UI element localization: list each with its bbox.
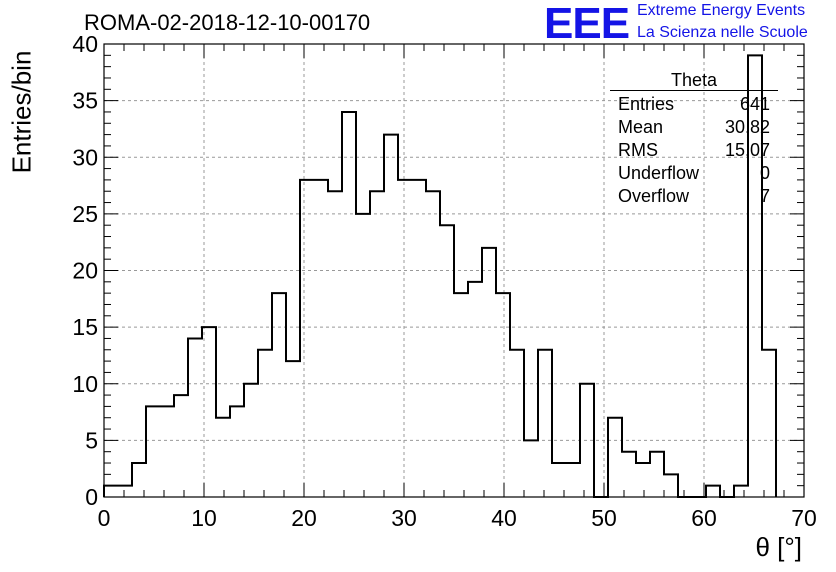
histogram-bin — [454, 293, 468, 497]
x-tick-label: 60 — [691, 505, 717, 531]
histogram-bin — [342, 112, 356, 497]
stats-value: 0 — [759, 163, 770, 183]
logo-line-1: Extreme Energy Events — [637, 2, 806, 19]
y-tick-label: 25 — [72, 201, 98, 227]
stats-value: 30.82 — [724, 117, 770, 137]
histogram-bin — [482, 248, 496, 497]
histogram-bin — [118, 486, 132, 497]
histogram-bin — [272, 293, 286, 497]
histogram-bin — [426, 191, 440, 497]
x-tick-label: 20 — [291, 505, 317, 531]
histogram-bin — [636, 463, 650, 497]
histogram-bin — [510, 350, 524, 497]
histogram-bin — [608, 418, 622, 497]
histogram-bin — [384, 135, 398, 497]
stats-title: Theta — [670, 70, 718, 90]
x-tick-label: 30 — [391, 505, 417, 531]
x-tick-label: 10 — [191, 505, 217, 531]
logo-line-2: La Scienza nelle Scuole — [637, 24, 808, 41]
histogram-bin — [104, 486, 118, 497]
stats-value: 641 — [739, 94, 770, 114]
stats-label: Underflow — [618, 163, 700, 183]
histogram-bin — [300, 180, 314, 497]
stats-row-underflow: Underflow 0 — [610, 162, 778, 185]
stats-row-rms: RMS 15.07 — [610, 139, 778, 162]
histogram-bin — [286, 361, 300, 497]
eee-logo: EEE — [544, 0, 630, 48]
y-tick-label: 30 — [72, 144, 98, 170]
histogram-bin — [412, 180, 426, 497]
y-tick-label: 5 — [85, 427, 98, 453]
histogram-bin — [230, 406, 244, 497]
stats-value: 7 — [759, 186, 770, 206]
histogram-bin — [440, 225, 454, 497]
y-axis-label: Entries/bin — [6, 50, 37, 174]
stats-divider — [610, 90, 778, 91]
y-tick-label: 0 — [85, 484, 98, 510]
histogram-bin — [524, 440, 538, 497]
stats-label: Mean — [618, 117, 664, 137]
x-axis-label: θ [°] — [755, 532, 802, 562]
histogram-bin — [356, 214, 370, 497]
x-tick-label: 70 — [791, 505, 817, 531]
y-tick-label: 10 — [72, 371, 98, 397]
histogram-bin — [216, 418, 230, 497]
x-tick-label: 0 — [98, 505, 111, 531]
histogram-bin — [496, 293, 510, 497]
histogram-bin — [566, 463, 580, 497]
histogram-bin — [706, 486, 720, 497]
histogram-bin — [398, 180, 412, 497]
histogram-bin — [258, 350, 272, 497]
x-tick-label: 40 — [491, 505, 517, 531]
stats-row-mean: Mean 30.82 — [610, 116, 778, 139]
histogram-bin — [468, 282, 482, 497]
histogram-bin — [188, 338, 202, 497]
histogram-bin — [328, 191, 342, 497]
y-tick-label: 40 — [72, 31, 98, 57]
stats-value: 15.07 — [724, 140, 770, 160]
histogram-bin — [314, 180, 328, 497]
stats-row-overflow: Overflow 7 — [610, 185, 778, 208]
histogram-bin — [762, 350, 776, 497]
histogram-outline — [103, 54, 777, 498]
y-tick-label: 20 — [72, 258, 98, 284]
histogram-bin — [664, 474, 678, 497]
run-title: ROMA-02-2018-12-10-00170 — [84, 10, 371, 35]
histogram-bin — [174, 395, 188, 497]
stats-label: Overflow — [618, 186, 690, 206]
stats-box: Theta Entries 641 Mean 30.82 RMS 15.07 U… — [610, 70, 778, 208]
y-tick-label: 35 — [72, 88, 98, 114]
stats-label: Entries — [618, 94, 675, 114]
y-tick-label: 15 — [72, 314, 98, 340]
histogram-bin — [538, 350, 552, 497]
histogram-bin — [146, 406, 160, 497]
histogram-bin — [160, 406, 174, 497]
stats-label: RMS — [618, 140, 658, 160]
histogram-bin — [370, 191, 384, 497]
histogram-bin — [650, 452, 664, 497]
stats-row-entries: Entries 641 — [610, 93, 778, 116]
histogram-bin — [734, 486, 748, 497]
x-tick-label: 50 — [591, 505, 617, 531]
